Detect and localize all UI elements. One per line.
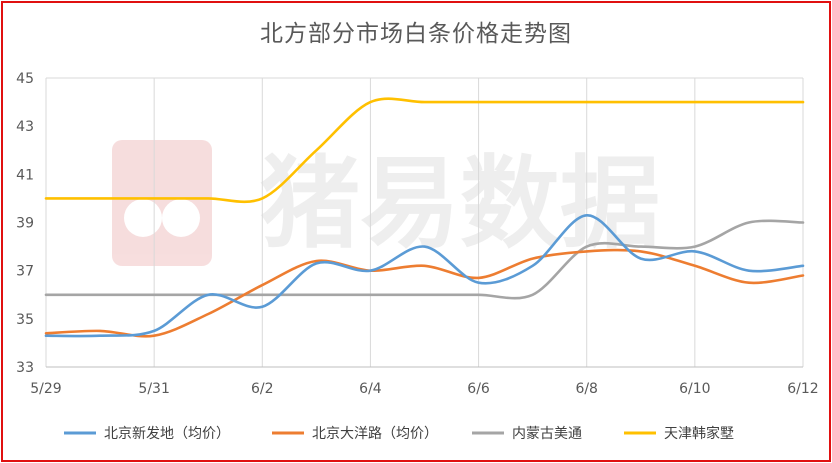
watermark-logo-icon [112, 140, 212, 266]
x-tick-label: 6/12 [787, 381, 818, 397]
series-line-3 [44, 219, 805, 300]
x-tick-label: 5/29 [30, 381, 61, 397]
chart-title: 北方部分市场白条价格走势图 [260, 21, 572, 47]
watermark-logo-circle-left [124, 199, 162, 237]
legend-label: 北京大洋路（均价） [312, 426, 438, 442]
y-axis: 33 35 37 39 41 43 45 [16, 71, 34, 376]
series-line-4 [44, 97, 805, 204]
y-tick-label: 37 [16, 264, 34, 280]
x-tick-label: 6/8 [575, 381, 598, 397]
series-line-1 [44, 213, 805, 338]
y-tick-label: 41 [16, 167, 34, 183]
legend-label: 北京新发地（均价） [104, 426, 230, 442]
series-group [44, 97, 805, 338]
y-tick-label: 43 [16, 119, 34, 135]
y-tick-label: 35 [16, 312, 34, 328]
x-axis: 5/29 5/31 6/2 6/4 6/6 6/8 6/10 6/12 [30, 366, 819, 397]
y-tick-label: 39 [16, 216, 34, 232]
legend: 北京新发地（均价） 北京大洋路（均价） 内蒙古美通 天津韩家墅 [64, 425, 734, 442]
watermark: 猪易数据 [112, 140, 660, 266]
x-tick-label: 6/2 [251, 381, 274, 397]
x-tick-label: 5/31 [138, 381, 169, 397]
y-tick-label: 33 [16, 360, 34, 376]
x-tick-label: 6/6 [467, 381, 490, 397]
x-tick-label: 6/10 [679, 381, 710, 397]
legend-label: 天津韩家墅 [664, 425, 734, 442]
x-tick-label: 6/4 [359, 381, 382, 397]
y-tick-label: 45 [16, 71, 34, 87]
series-line-2 [44, 248, 805, 338]
legend-label: 内蒙古美通 [512, 426, 582, 442]
watermark-text: 猪易数据 [260, 145, 660, 262]
watermark-logo-circle-right [162, 199, 200, 237]
grid [45, 77, 804, 367]
